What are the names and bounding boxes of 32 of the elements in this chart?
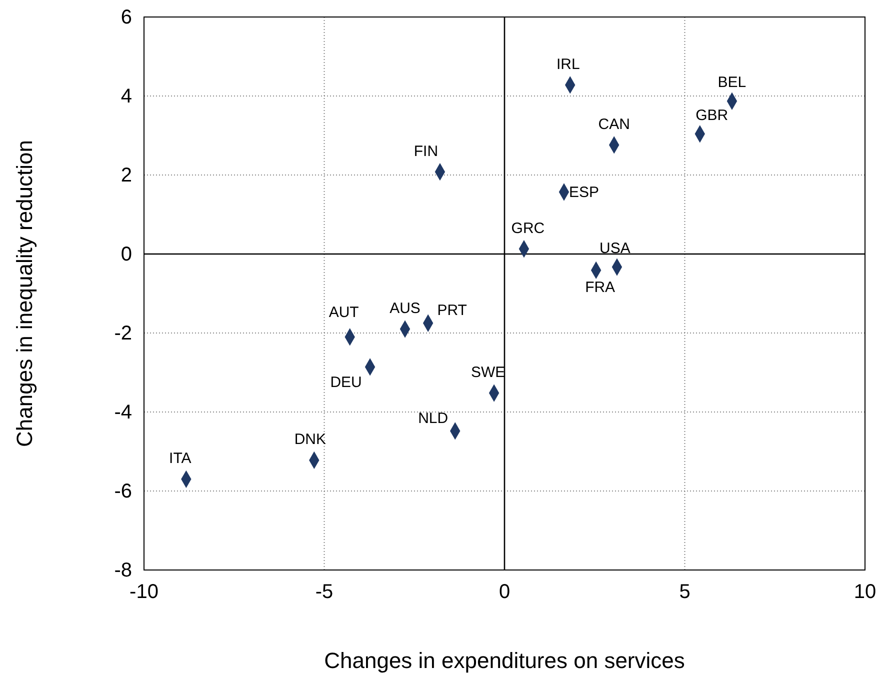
y-tick-label: -8 [114, 559, 132, 582]
annotation: CAN [598, 116, 630, 133]
y-tick-label: 2 [120, 164, 132, 186]
y-tick-label: -6 [114, 480, 132, 502]
annotation: NLD [418, 410, 448, 427]
annotation: DEU [330, 374, 362, 391]
annotation: AUS [390, 300, 420, 318]
annotation: PRT [437, 302, 467, 320]
y-tick-label: 6 [120, 6, 132, 28]
annotation: FIN [414, 142, 438, 160]
annotation: SWE [470, 364, 506, 382]
annotation: BEL [718, 74, 746, 92]
y-tick-label: 4 [120, 85, 132, 108]
x-axis-title: Changes in expenditures on services [324, 648, 685, 673]
annotation: GRC [511, 220, 545, 237]
annotation: USA [600, 240, 630, 258]
y-axis-title: Changes in inequality reduction [12, 140, 37, 447]
y-tick-label: 0 [120, 243, 132, 266]
annotation: ITA [169, 450, 192, 468]
y-tick-label: -2 [114, 322, 132, 344]
annotation: DNK [294, 431, 326, 448]
x-tick-label: -5 [315, 581, 334, 604]
annotation: ESP [568, 184, 599, 201]
annotation: IRL [556, 56, 580, 73]
x-tick-label: 5 [679, 581, 690, 604]
annotation: AUT [328, 304, 359, 321]
annotation: FRA [585, 279, 616, 296]
x-tick-label: 0 [498, 581, 510, 604]
x-tick-label: -10 [130, 581, 158, 604]
annotation: GBR [696, 106, 728, 124]
x-tick-label: 10 [854, 581, 876, 604]
y-tick-label: -4 [114, 401, 132, 424]
